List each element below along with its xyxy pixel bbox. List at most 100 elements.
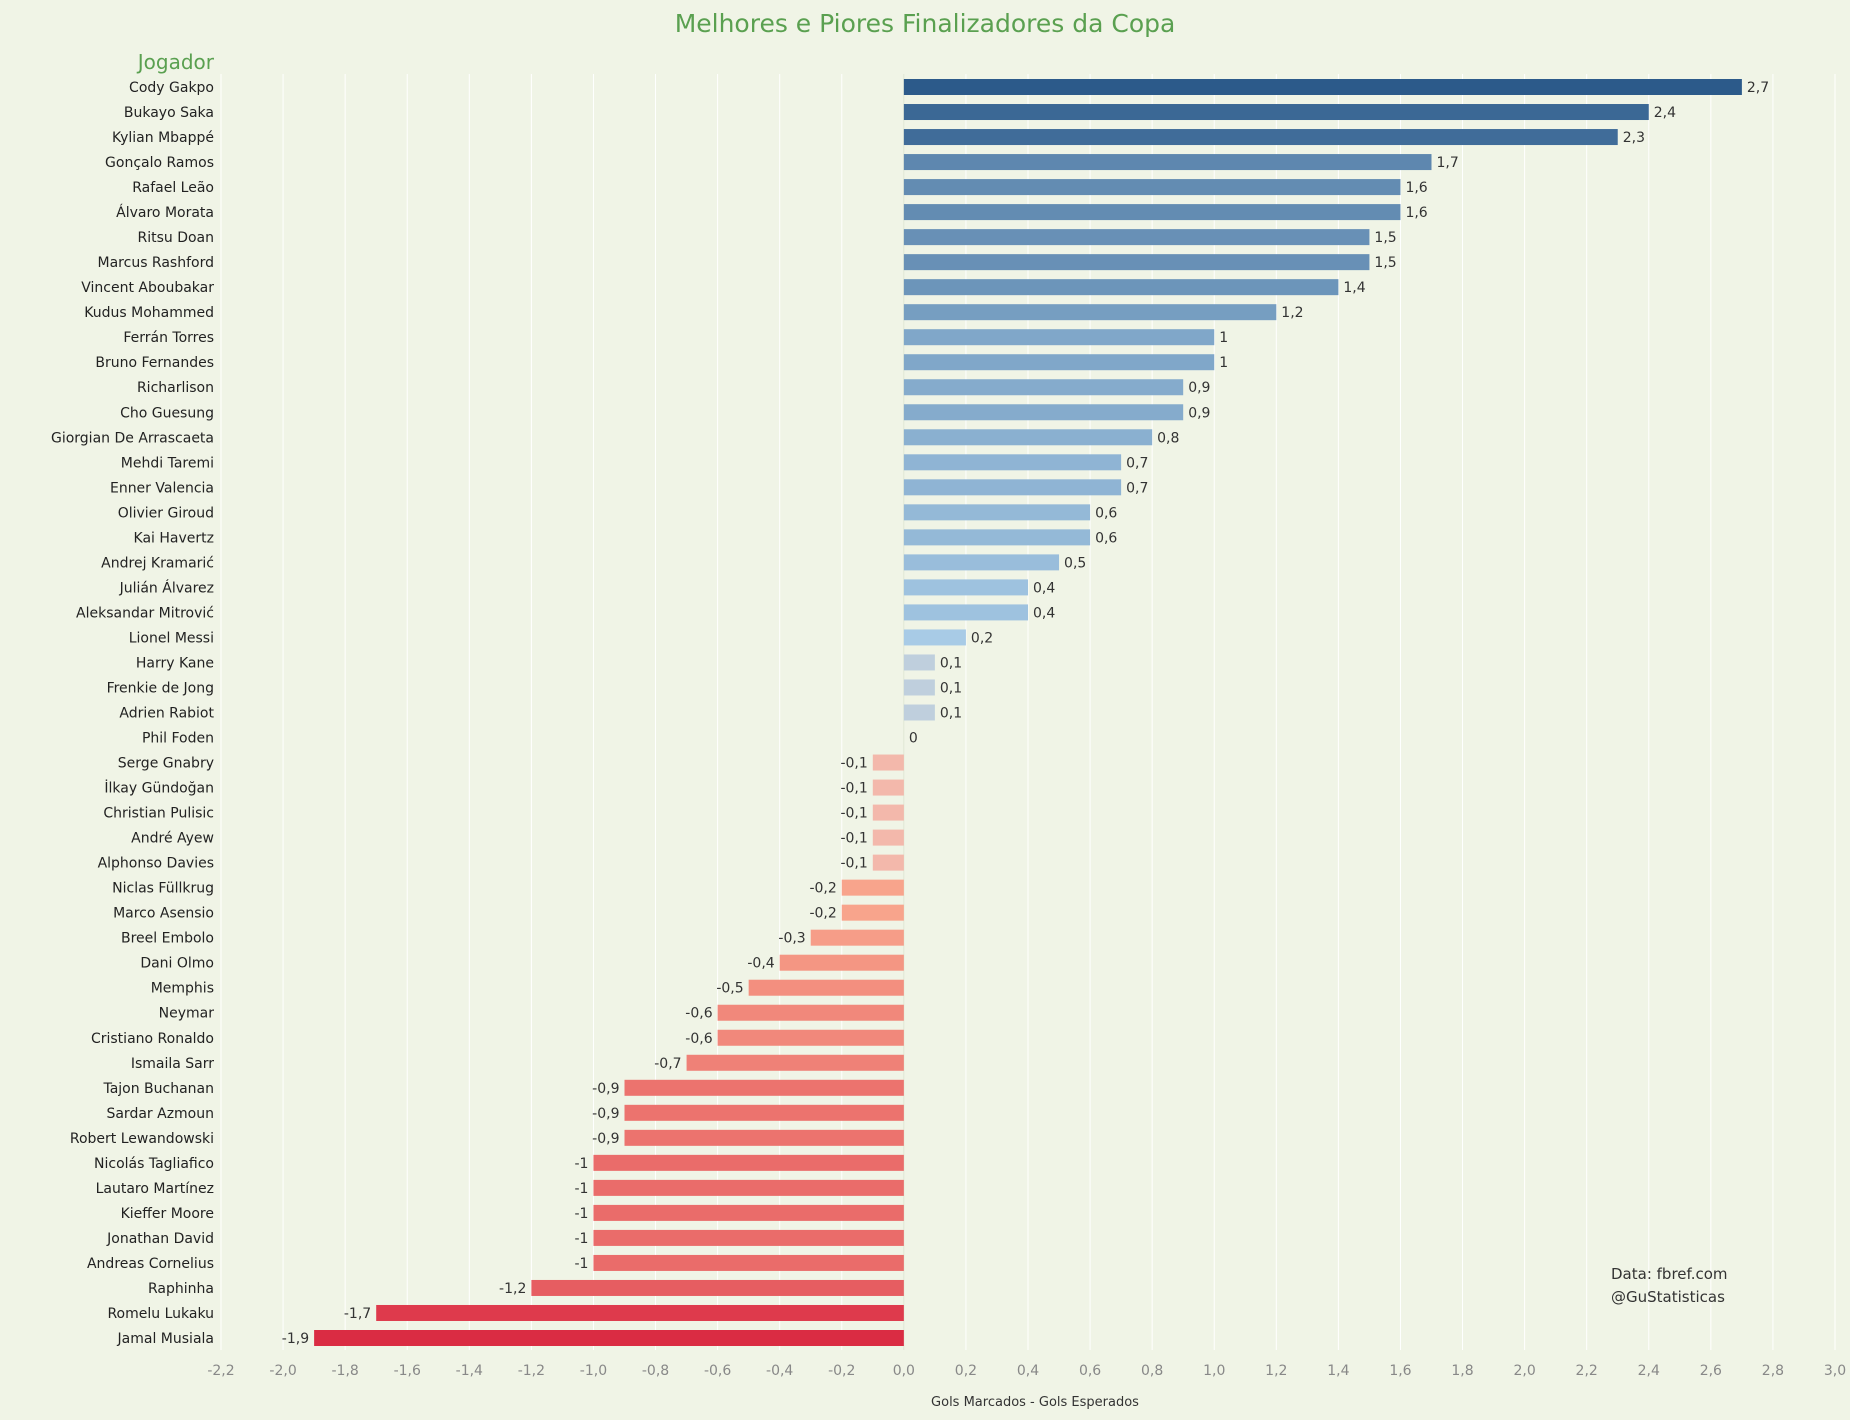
player-label: Marco Asensio <box>113 906 214 922</box>
player-label: Adrien Rabiot <box>119 706 214 722</box>
data-label: 0,2 <box>971 630 993 646</box>
bar <box>314 1330 904 1346</box>
bar <box>717 1029 904 1046</box>
player-label: Cristiano Ronaldo <box>91 1031 214 1047</box>
player-label: Olivier Giroud <box>118 505 214 521</box>
bar <box>872 804 904 821</box>
data-label: -1 <box>574 1206 588 1222</box>
bar <box>903 404 1184 421</box>
data-label: 0 <box>909 731 918 747</box>
data-label: 0,9 <box>1188 405 1210 421</box>
bar <box>903 554 1060 571</box>
data-label: -0,1 <box>840 856 867 872</box>
player-label: Niclas Füllkrug <box>112 881 214 897</box>
data-label: 1,5 <box>1374 230 1396 246</box>
player-label: Tajon Buchanan <box>102 1081 214 1097</box>
player-label: Bruno Fernandes <box>95 355 214 371</box>
x-tick-label: -1,2 <box>518 1363 545 1379</box>
bar <box>376 1304 904 1321</box>
player-label: Aleksandar Mitrović <box>76 605 214 621</box>
player-label: Frenkie de Jong <box>107 680 214 696</box>
x-tick-label: 2,2 <box>1576 1363 1598 1379</box>
bar <box>903 104 1649 121</box>
player-label: Jonathan David <box>106 1231 214 1247</box>
player-label: Ismaila Sarr <box>131 1056 214 1072</box>
bar <box>903 604 1028 621</box>
bar <box>593 1254 904 1271</box>
bar <box>810 929 904 946</box>
bar <box>624 1079 904 1096</box>
bar <box>903 454 1122 471</box>
bar <box>593 1179 904 1196</box>
data-label: 1,4 <box>1343 280 1365 296</box>
player-label: Serge Gnabry <box>118 756 214 772</box>
player-label: Julián Álvarez <box>119 579 214 596</box>
bar <box>903 504 1091 521</box>
player-label: Mehdi Taremi <box>121 455 214 471</box>
player-label: Raphinha <box>148 1281 214 1297</box>
player-label: André Ayew <box>131 831 214 847</box>
x-tick-label: 2,4 <box>1638 1363 1660 1379</box>
data-label: 0,4 <box>1033 605 1055 621</box>
x-tick-label: 3,0 <box>1824 1363 1846 1379</box>
data-label: 1 <box>1219 355 1228 371</box>
data-label: 0,1 <box>940 655 962 671</box>
player-label: Sardar Azmoun <box>106 1106 214 1122</box>
data-label: -0,6 <box>685 1031 712 1047</box>
data-label: -0,1 <box>840 806 867 822</box>
bar <box>717 1004 904 1021</box>
bar <box>903 154 1432 171</box>
data-label: 0,5 <box>1064 555 1086 571</box>
data-label: 1,5 <box>1374 255 1396 271</box>
x-tick-label: -2,0 <box>269 1363 296 1379</box>
player-label: Memphis <box>151 981 214 997</box>
data-label: 0,4 <box>1033 580 1055 596</box>
data-label: -0,9 <box>592 1131 619 1147</box>
data-label: 1,6 <box>1405 205 1427 221</box>
bar <box>841 904 904 921</box>
data-label: -0,1 <box>840 831 867 847</box>
bar <box>872 754 904 771</box>
bar <box>903 329 1215 346</box>
bar <box>903 379 1184 396</box>
player-label: Kylian Mbappé <box>112 130 214 146</box>
data-label: -0,9 <box>592 1081 619 1097</box>
bar <box>593 1204 904 1221</box>
data-label: -0,3 <box>778 931 805 947</box>
bar <box>593 1154 904 1171</box>
data-label: -0,2 <box>809 881 836 897</box>
value-labels: 2,7 2,4 2,3 1,7 1,6 1,6 1,5 1,5 1,4 1,2 1 1 0,9 0,9 0,… <box>282 80 1769 1347</box>
bar <box>624 1129 904 1146</box>
bar <box>903 204 1401 221</box>
data-label: 0,1 <box>940 706 962 722</box>
x-tick-label: 2,6 <box>1700 1363 1722 1379</box>
player-label: Richarlison <box>137 380 214 396</box>
player-label: Romelu Lukaku <box>107 1306 214 1322</box>
data-label: -1 <box>574 1156 588 1172</box>
player-label: Ritsu Doan <box>137 230 214 246</box>
bar <box>903 79 1742 95</box>
player-label: Phil Foden <box>142 731 214 747</box>
player-label: Breel Embolo <box>121 931 214 947</box>
player-label: Harry Kane <box>136 655 214 671</box>
bar <box>841 879 904 896</box>
player-label: Alphonso Davies <box>98 856 214 872</box>
data-label: 0,7 <box>1126 480 1148 496</box>
data-label: 2,7 <box>1747 80 1769 96</box>
data-label: 1,7 <box>1437 155 1459 171</box>
player-label: Vincent Aboubakar <box>81 280 214 296</box>
data-label: -1,2 <box>499 1281 526 1297</box>
x-tick-label: -1,0 <box>580 1363 607 1379</box>
bar <box>903 704 935 721</box>
x-tick-label: -2,2 <box>207 1363 234 1379</box>
bar <box>903 129 1618 146</box>
bar <box>872 779 904 796</box>
player-label: Cho Guesung <box>120 405 214 421</box>
player-label: Lionel Messi <box>129 630 214 646</box>
x-tick-label: 1,8 <box>1451 1363 1473 1379</box>
data-label: 0,6 <box>1095 505 1117 521</box>
data-label: -1 <box>574 1181 588 1197</box>
bar <box>686 1054 904 1071</box>
data-label: -1 <box>574 1256 588 1272</box>
data-label: -0,2 <box>809 906 836 922</box>
